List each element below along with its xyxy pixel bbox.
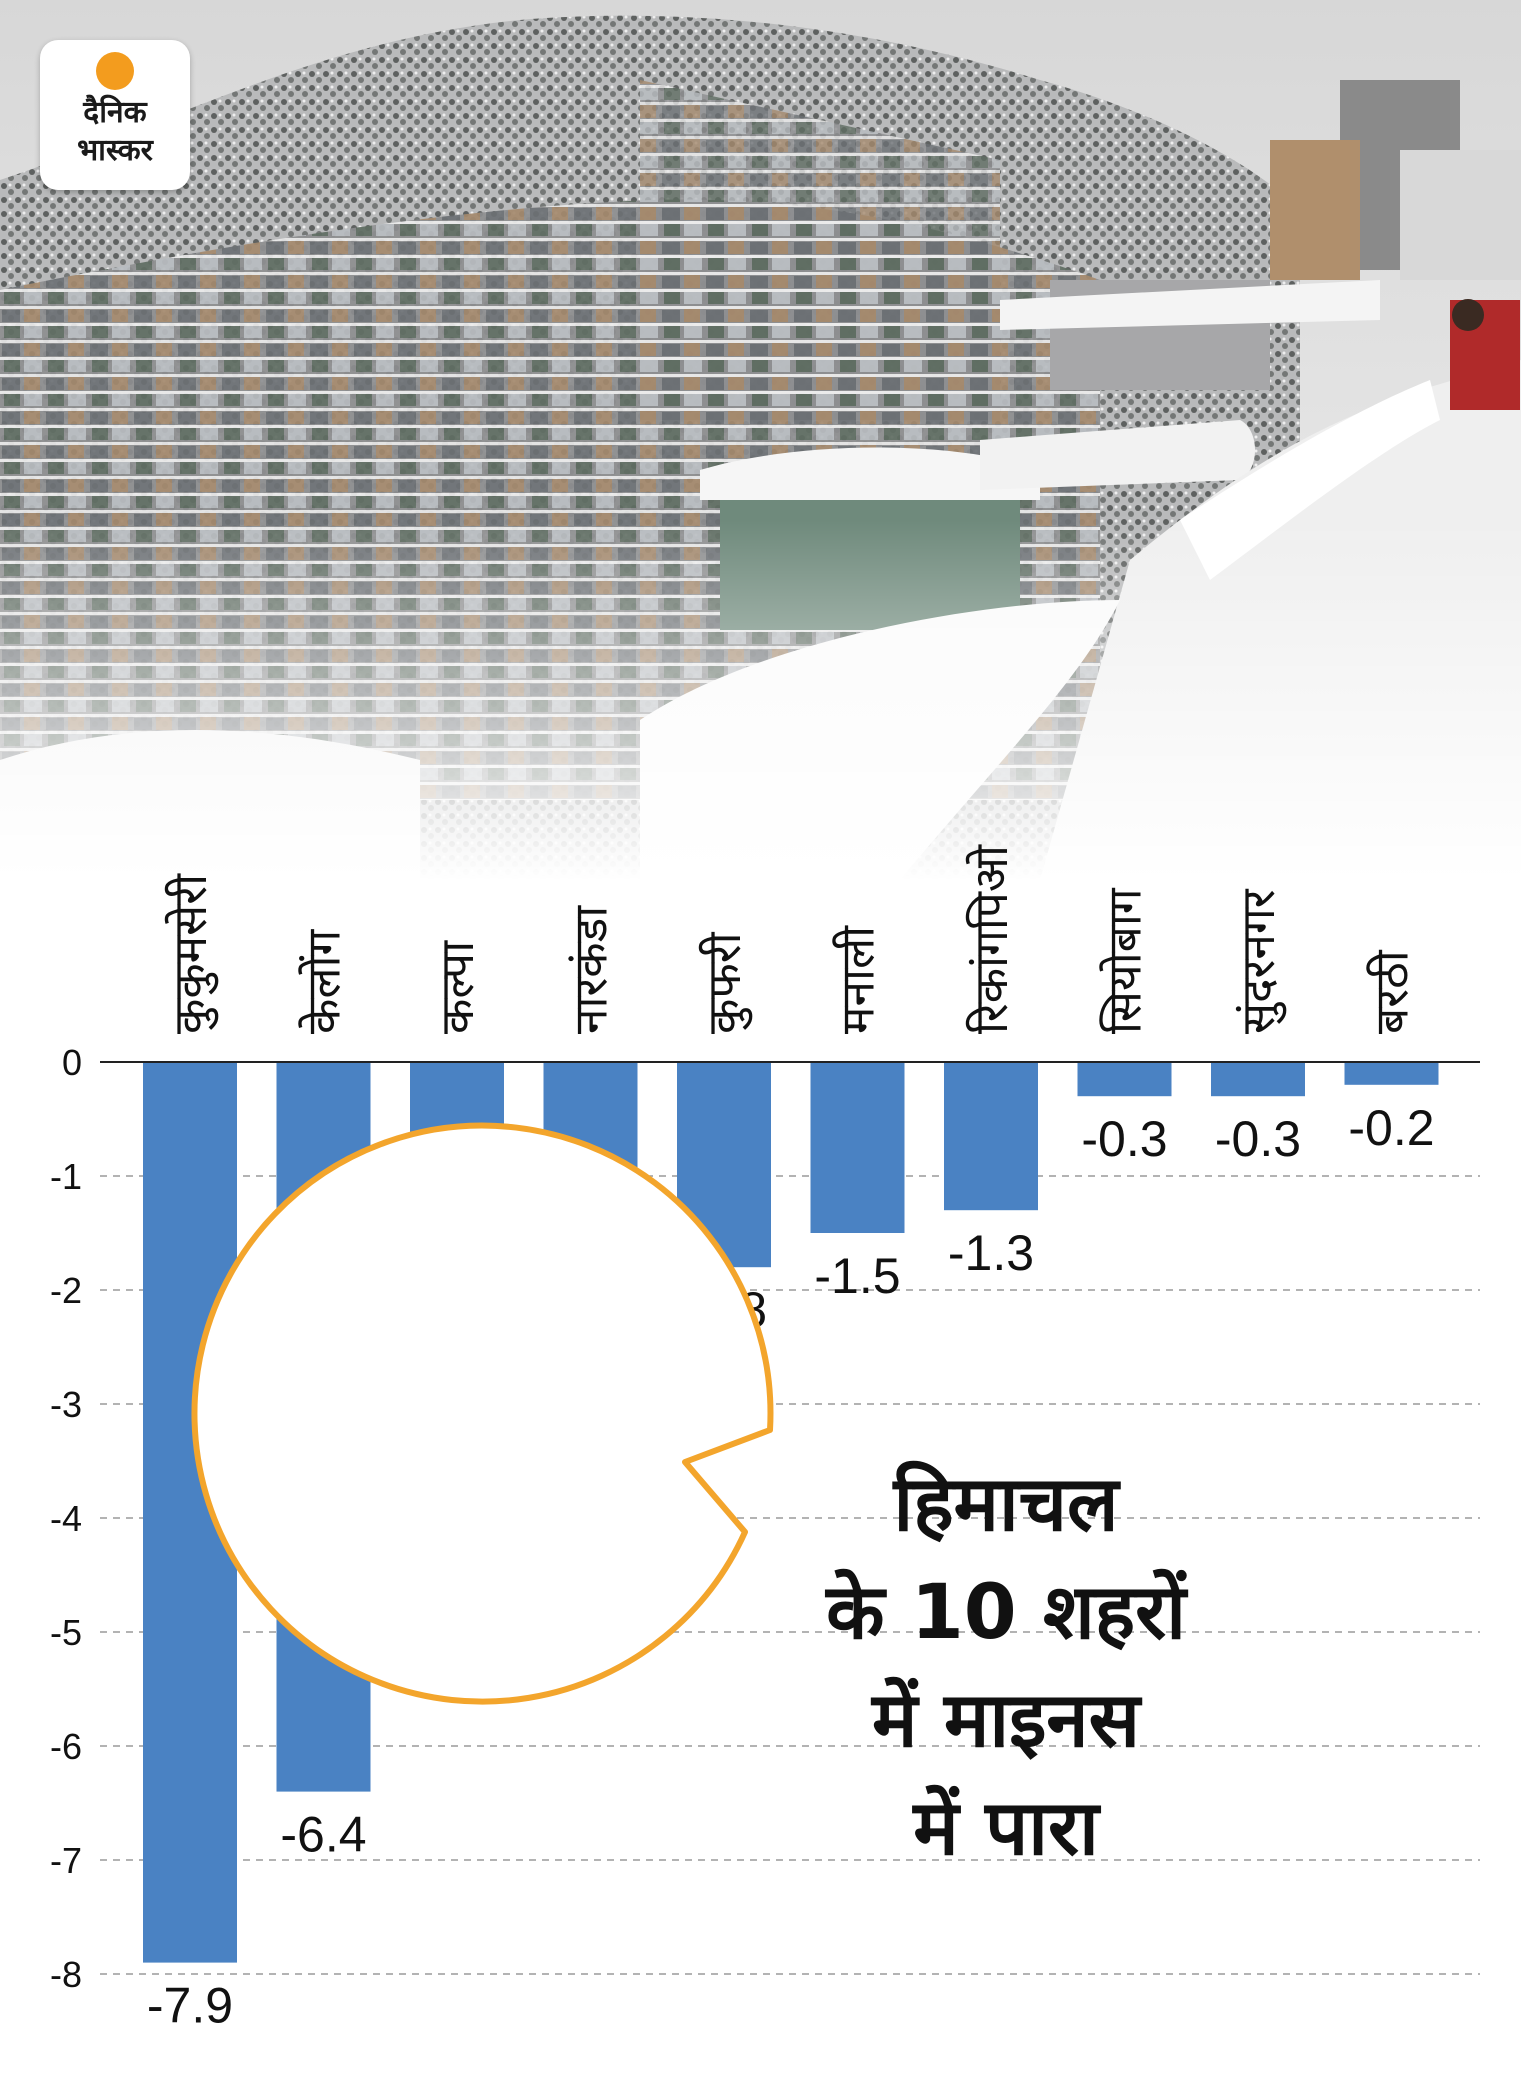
callout-shape bbox=[191, 1122, 774, 1705]
brand-line1: दैनिक bbox=[83, 95, 147, 130]
category-label: सियोबाग bbox=[1098, 887, 1152, 1034]
data-label: -0.2 bbox=[1348, 1100, 1434, 1156]
y-tick-label: -5 bbox=[50, 1612, 82, 1653]
data-label: -7.9 bbox=[147, 1978, 233, 2034]
y-tick-label: -6 bbox=[50, 1726, 82, 1767]
gridlines bbox=[100, 1175, 1480, 1975]
y-tick-label: 0 bbox=[62, 1042, 82, 1083]
callout-bubble: हिमाचल के 10 शहरों में माइनस में पारा bbox=[191, 1122, 1188, 1872]
brand-logo: दैनिक भास्कर bbox=[40, 40, 190, 190]
category-label: केलोंग bbox=[297, 929, 351, 1034]
snowy-town-photo bbox=[0, 0, 1521, 880]
category-label: कुकुमसेरी bbox=[163, 873, 219, 1034]
data-label: -0.3 bbox=[1215, 1111, 1301, 1167]
category-label: सुंदरनगर bbox=[1231, 888, 1287, 1034]
category-labels: कुकुमसेरी केलोंग कल्पा नारकंडा कुफरी मनाली रिक… bbox=[163, 844, 1419, 1034]
callout-line-2: के 10 शहरों bbox=[824, 1567, 1188, 1656]
bar bbox=[944, 1062, 1038, 1211]
y-axis-ticks: 0 -1 -2 -3 -4 -5 -6 -7 -8 bbox=[50, 1042, 82, 1995]
category-label: कल्पा bbox=[430, 940, 484, 1034]
data-label: -1.5 bbox=[814, 1248, 900, 1304]
bar bbox=[1077, 1062, 1172, 1097]
category-label: बरठी bbox=[1365, 949, 1419, 1034]
y-tick-label: -1 bbox=[50, 1156, 82, 1197]
data-label: -6.4 bbox=[280, 1807, 366, 1863]
data-label: -0.3 bbox=[1081, 1111, 1167, 1167]
category-label: कुफरी bbox=[697, 931, 753, 1034]
bar bbox=[1344, 1062, 1439, 1085]
callout-line-3: में माइनस bbox=[870, 1675, 1143, 1764]
y-tick-label: -7 bbox=[50, 1840, 82, 1881]
brand-line2: भास्कर bbox=[77, 133, 153, 168]
y-tick-label: -8 bbox=[50, 1954, 82, 1995]
callout-line-4: में पारा bbox=[911, 1783, 1101, 1872]
category-label: मनाली bbox=[831, 925, 885, 1034]
sun-icon bbox=[96, 52, 134, 90]
data-label: -1.3 bbox=[948, 1225, 1034, 1281]
y-tick-label: -4 bbox=[50, 1498, 82, 1539]
bar bbox=[1211, 1062, 1305, 1097]
category-label: रिकांगपिओ bbox=[964, 844, 1018, 1034]
y-tick-label: -3 bbox=[50, 1384, 82, 1425]
category-label: नारकंडा bbox=[564, 905, 618, 1034]
callout-line-1: हिमाचल bbox=[892, 1459, 1121, 1548]
y-tick-label: -2 bbox=[50, 1270, 82, 1311]
bar bbox=[810, 1062, 905, 1233]
